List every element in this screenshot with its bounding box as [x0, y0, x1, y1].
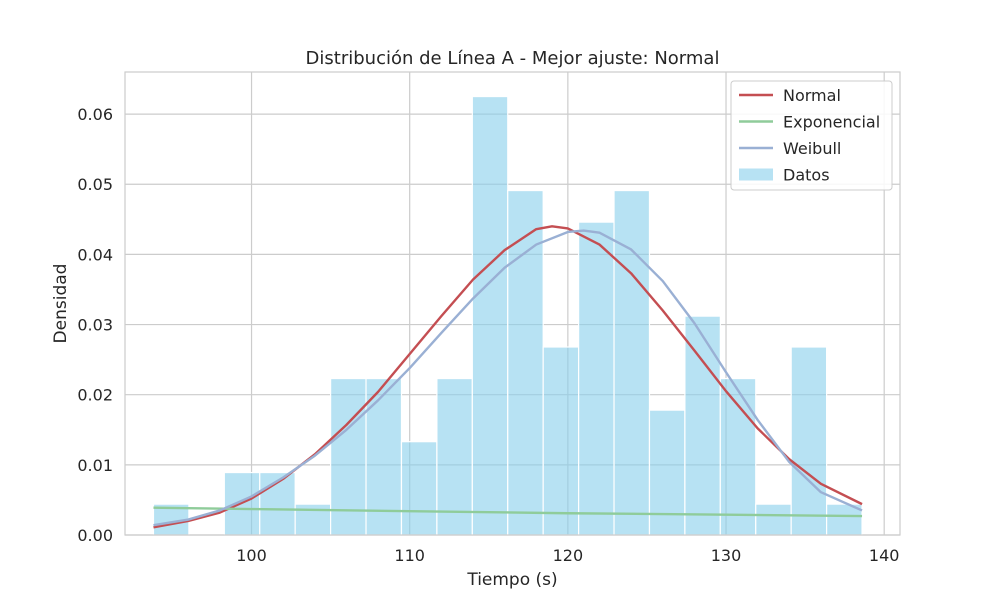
legend-box [730, 80, 893, 191]
histogram-bar [648, 409, 686, 536]
histogram-bar [826, 503, 863, 536]
series-line-weibull [153, 229, 863, 527]
y-tick-label: 0.01 [77, 456, 113, 475]
x-tick-label: 130 [711, 546, 742, 565]
tick-labels: 100 110 120 130 140 0.00 0.01 0.02 0.03 0.04 0.05 0… [77, 105, 899, 565]
x-tick-label: 140 [869, 546, 900, 565]
y-tick-label: 0.03 [77, 316, 113, 335]
histogram-bar [719, 377, 757, 536]
x-tick-label: 100 [236, 546, 267, 565]
y-tick-label: 0.00 [77, 526, 113, 545]
x-tick-label: 120 [553, 546, 584, 565]
legend-label-datos: Datos [783, 166, 830, 185]
y-axis-label: Densidad [51, 264, 71, 344]
legend-symbol-datos [739, 168, 773, 181]
legend-label-weibull: Weibull [783, 139, 841, 158]
y-tick-label: 0.02 [77, 386, 113, 405]
x-tick-label: 110 [394, 546, 425, 565]
histogram-bar [400, 441, 438, 536]
series-line-normal [153, 225, 863, 529]
y-tick-label: 0.06 [77, 105, 113, 124]
histogram-bar [542, 346, 580, 536]
legend: Normal Exponencial Weibull Datos [730, 80, 893, 191]
plot-frame [124, 71, 901, 536]
legend-label-exponencial: Exponencial [783, 113, 880, 132]
chart-title: Distribución de Línea A - Mejor ajuste: … [306, 48, 720, 69]
histogram-bar [507, 189, 544, 536]
y-tick-label: 0.05 [77, 175, 113, 194]
fit-lines [153, 225, 863, 529]
series-line-exponencial [153, 506, 863, 518]
legend-label-normal: Normal [783, 86, 841, 105]
histogram-bar [684, 315, 721, 536]
histogram-bar [578, 221, 615, 536]
histogram-bars [152, 95, 863, 536]
x-axis-label: Tiempo (s) [466, 570, 557, 590]
y-tick-label: 0.04 [77, 245, 113, 264]
histogram-bar [755, 503, 792, 536]
histogram-bar [471, 95, 509, 536]
histogram-bar [790, 346, 828, 536]
